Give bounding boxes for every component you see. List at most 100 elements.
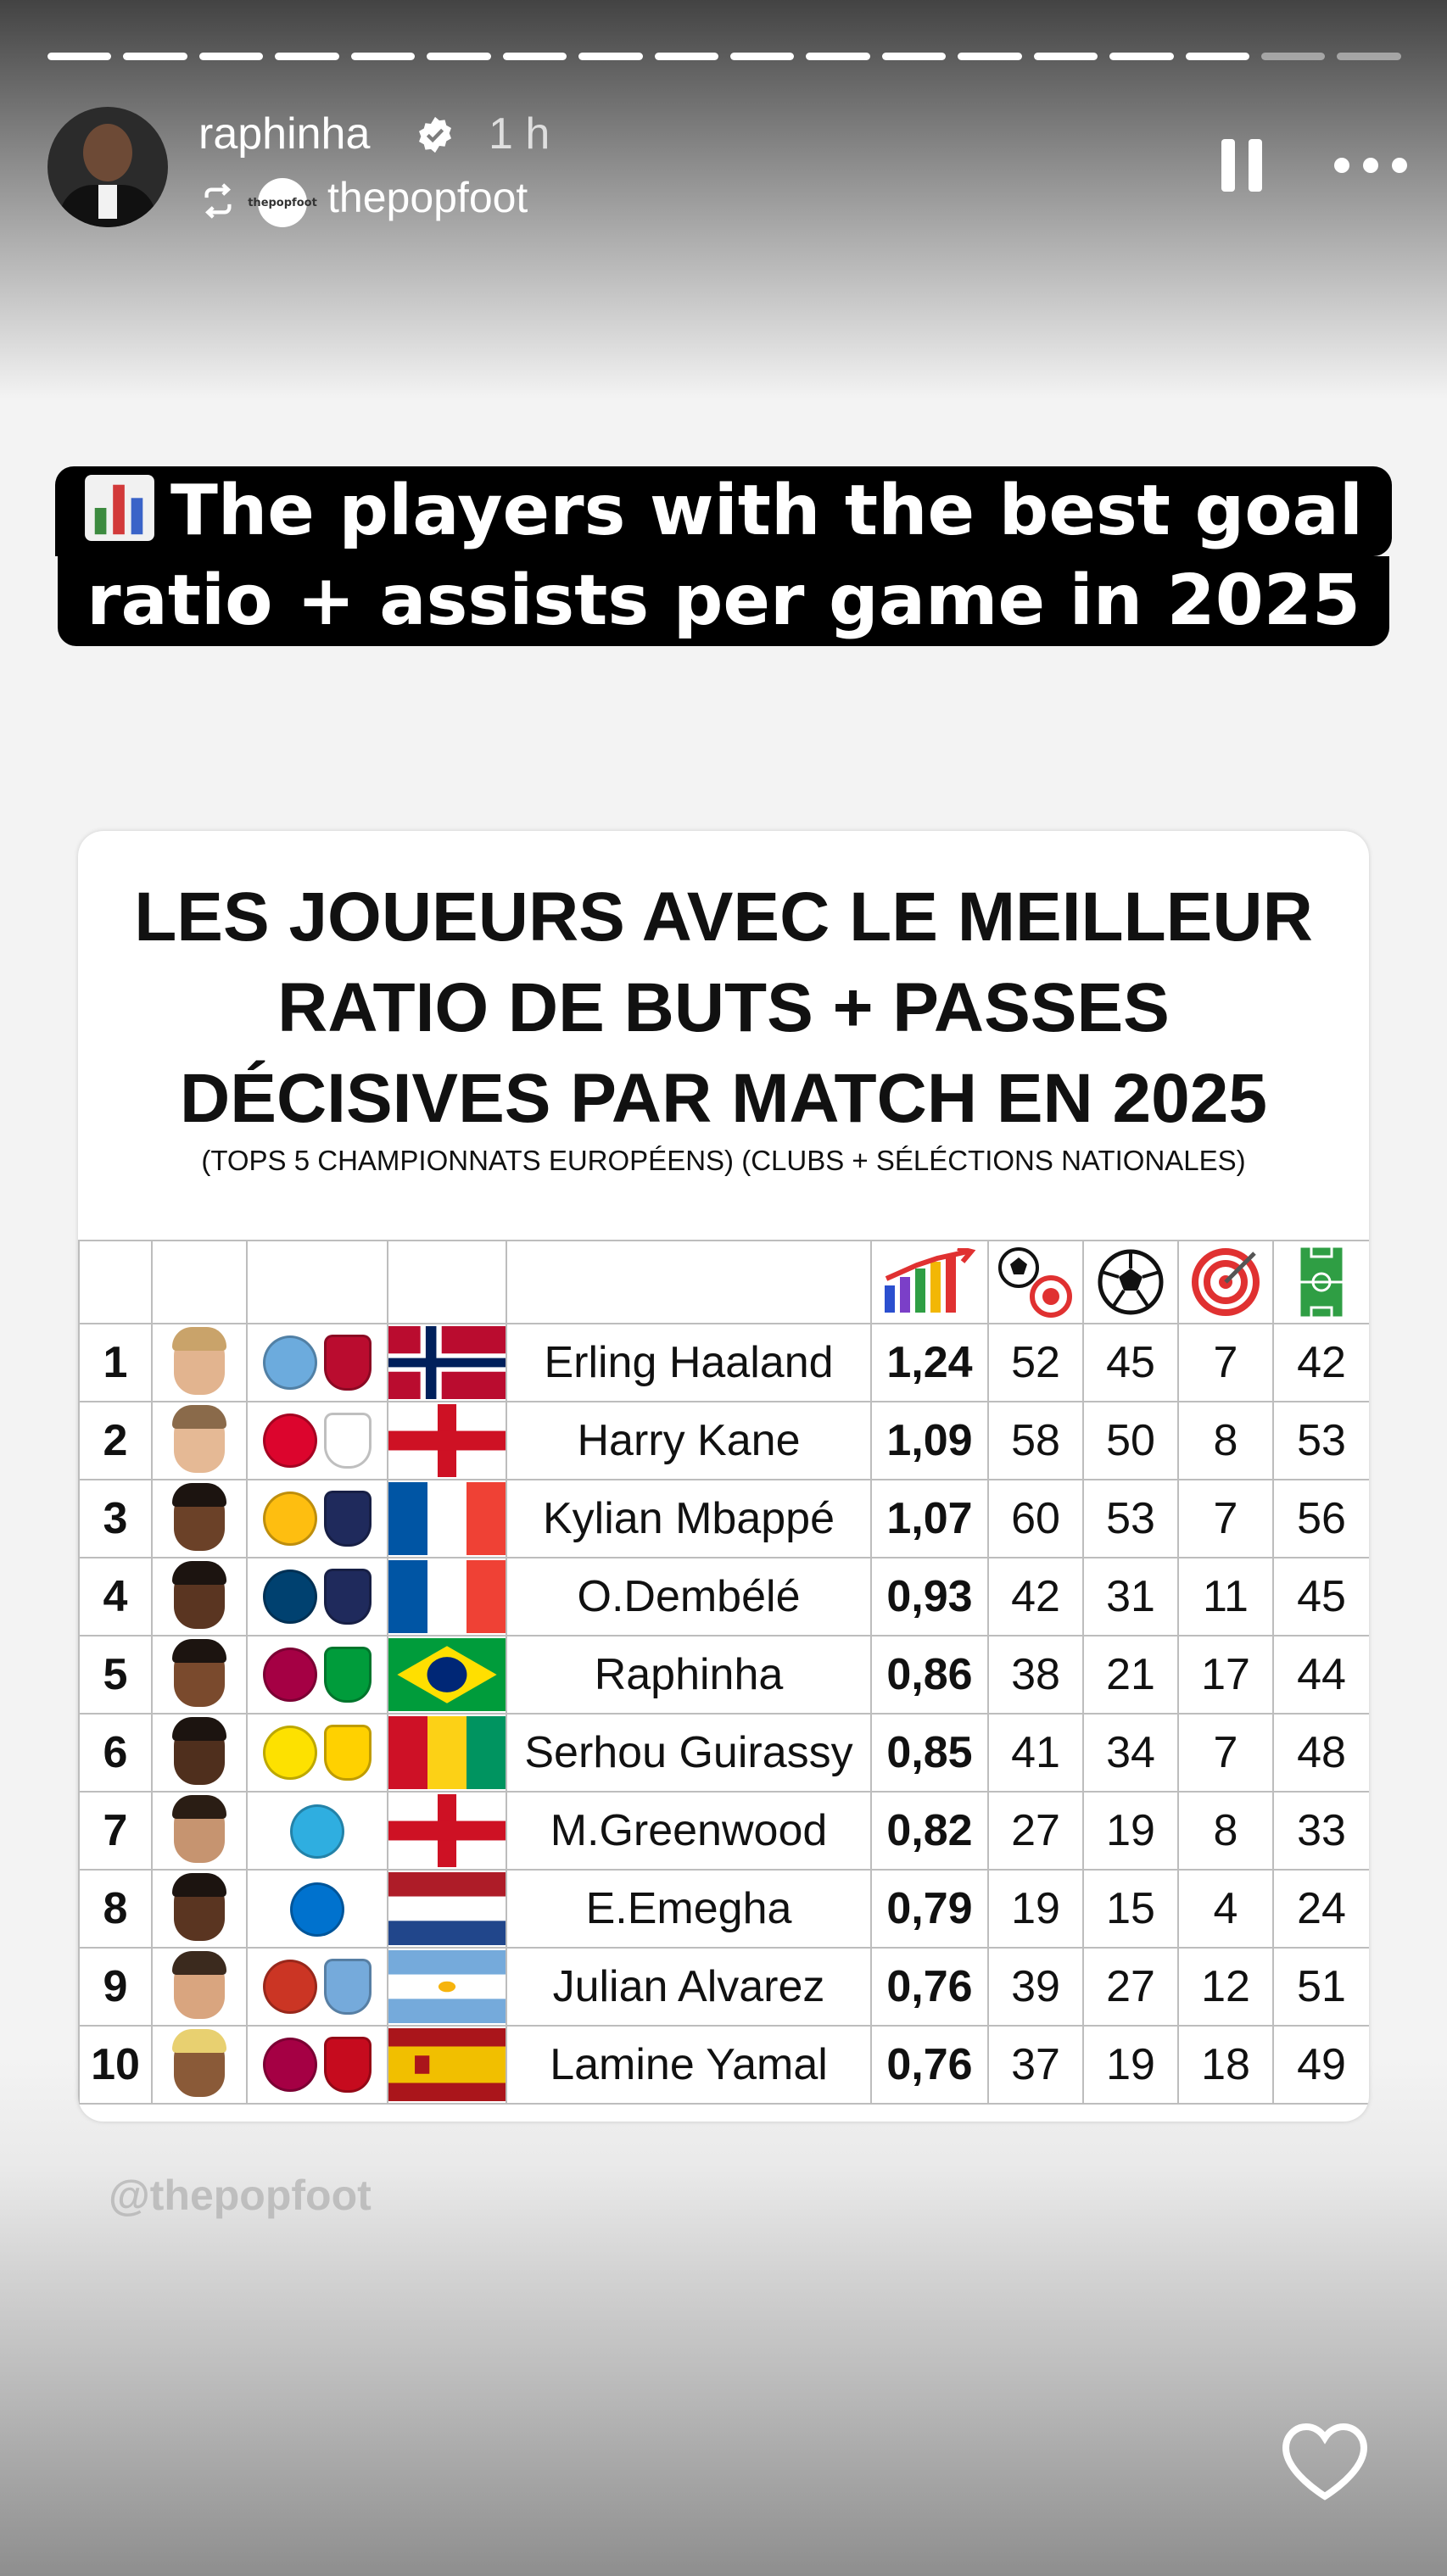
rank-cell: 1 — [78, 1323, 153, 1402]
goal-contributions-cell: 52 — [987, 1323, 1084, 1402]
crest-cell — [246, 1869, 388, 1949]
player-name: Raphinha — [506, 1635, 872, 1715]
atletico-crest — [263, 1960, 317, 2015]
matches-cell: 33 — [1272, 1791, 1369, 1871]
barcelona-crest — [263, 1648, 317, 1703]
player-name: Lamine Yamal — [506, 2025, 872, 2105]
assists-cell: 7 — [1177, 1323, 1274, 1402]
assists-cell: 8 — [1177, 1401, 1274, 1480]
assists-cell: 8 — [1177, 1791, 1274, 1871]
england-flag — [389, 1794, 505, 1867]
watermark: @thepopfoot — [109, 2172, 372, 2219]
player-photo-cell — [151, 1869, 248, 1949]
table-row: 10 Lamine Yamal 0,76 37 19 18 49 — [78, 2025, 1369, 2105]
player-photo-cell — [151, 1479, 248, 1558]
progress-segment — [729, 53, 795, 60]
ratio-chart-icon — [885, 1246, 976, 1313]
progress-segment — [198, 53, 264, 60]
goals-cell: 21 — [1082, 1635, 1179, 1715]
netherlands-flag — [389, 1872, 505, 1945]
player-photo-cell — [151, 1947, 248, 2027]
flag-cell — [387, 1635, 507, 1715]
post-time: 1 h — [489, 109, 550, 159]
header-cell-empty — [246, 1240, 388, 1324]
heart-icon[interactable] — [1281, 2422, 1369, 2501]
player-photo-cell — [151, 1713, 248, 1793]
bayern-crest — [263, 1413, 317, 1469]
avatar[interactable] — [47, 107, 168, 227]
matches-cell: 48 — [1272, 1713, 1369, 1793]
player-photo — [172, 1873, 226, 1941]
username[interactable]: raphinha — [198, 109, 371, 159]
crest-cell — [246, 1791, 388, 1871]
argentina-flag — [389, 1950, 505, 2023]
table-row: 8 E.Emegha 0,79 19 15 4 24 — [78, 1869, 1369, 1949]
player-name: E.Emegha — [506, 1869, 872, 1949]
ratio-cell: 0,93 — [870, 1557, 989, 1636]
england-flag — [389, 1404, 505, 1477]
progress-segment — [654, 53, 718, 60]
more-options-icon[interactable] — [1330, 153, 1411, 178]
header-icon-cell — [1272, 1240, 1369, 1324]
ratio-cell: 1,07 — [870, 1479, 989, 1558]
source-avatar-text: thepopfoot — [248, 196, 317, 209]
table-row: 7 M.Greenwood 0,82 27 19 8 33 — [78, 1791, 1369, 1871]
matches-cell: 44 — [1272, 1635, 1369, 1715]
progress-segment — [958, 53, 1022, 60]
rank-cell: 2 — [78, 1401, 153, 1480]
goal-contributions-cell: 38 — [987, 1635, 1084, 1715]
source-account[interactable]: thepopfoot — [327, 174, 528, 221]
progress-segment — [350, 53, 416, 60]
target-icon — [1192, 1248, 1260, 1316]
progress-segment — [1261, 53, 1326, 60]
player-photo — [172, 2029, 226, 2097]
crest-cell — [246, 1635, 388, 1715]
goals-cell: 34 — [1082, 1713, 1179, 1793]
psg-crest — [263, 1570, 317, 1625]
player-photo — [172, 1795, 226, 1863]
flag-cell — [387, 1401, 507, 1480]
crest-cell — [246, 1323, 388, 1402]
assists-cell: 17 — [1177, 1635, 1274, 1715]
spain-crest — [324, 2037, 372, 2094]
source-avatar[interactable]: thepopfoot — [248, 178, 317, 227]
barcelona-crest — [263, 2038, 317, 2093]
player-photo — [172, 1483, 226, 1551]
card-title: LES JOUEURS AVEC LE MEILLEUR RATIO DE BU… — [78, 872, 1369, 1144]
crest-cell — [246, 1713, 388, 1793]
goals-cell: 31 — [1082, 1557, 1179, 1636]
real-madrid-crest — [263, 1492, 317, 1547]
pause-icon[interactable] — [1220, 137, 1264, 193]
player-name: Erling Haaland — [506, 1323, 872, 1402]
player-photo — [172, 1951, 226, 2019]
football-icon — [1098, 1249, 1164, 1315]
assists-cell: 12 — [1177, 1947, 1274, 2027]
england-crest — [324, 1413, 372, 1469]
player-name: Kylian Mbappé — [506, 1479, 872, 1558]
assists-cell: 7 — [1177, 1713, 1274, 1793]
player-photo — [172, 1327, 226, 1395]
brazil-crest — [324, 1647, 372, 1703]
assists-cell: 4 — [1177, 1869, 1274, 1949]
assists-cell: 18 — [1177, 2025, 1274, 2105]
table-row: 6 Serhou Guirassy 0,85 41 34 7 48 — [78, 1713, 1369, 1793]
player-photo — [172, 1639, 226, 1707]
progress-segment — [881, 53, 947, 60]
card-title-line: DÉCISIVES PAR MATCH EN 2025 — [180, 1060, 1267, 1137]
france-crest — [324, 1569, 372, 1625]
table-header-row — [78, 1240, 1369, 1324]
progress-segment — [275, 53, 339, 60]
crest-cell — [246, 1479, 388, 1558]
goal-contributions-cell: 39 — [987, 1947, 1084, 2027]
argentina-crest — [324, 1959, 372, 2016]
progress-segment — [578, 53, 643, 60]
ratio-cell: 0,79 — [870, 1869, 989, 1949]
rank-cell: 8 — [78, 1869, 153, 1949]
goals-cell: 19 — [1082, 2025, 1179, 2105]
crest-cell — [246, 1947, 388, 2027]
progress-segment — [427, 53, 491, 60]
goal-contributions-cell: 27 — [987, 1791, 1084, 1871]
pitch-icon — [1298, 1245, 1345, 1319]
rank-cell: 4 — [78, 1557, 153, 1636]
header-icon-cell — [870, 1240, 989, 1324]
